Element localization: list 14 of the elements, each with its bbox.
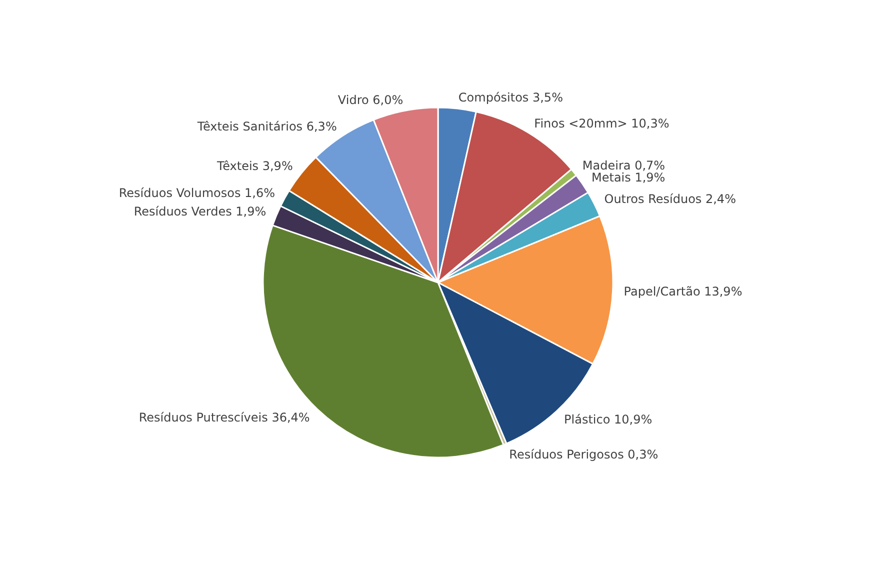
- slice-label: Resíduos Verdes 1,9%: [134, 204, 266, 218]
- slice-label: Têxteis Sanitários 6,3%: [196, 119, 337, 134]
- slice-label: Outros Resíduos 2,4%: [604, 192, 736, 206]
- slice-label: Têxteis 3,9%: [216, 159, 293, 174]
- slice-label: Papel/Cartão 13,9%: [624, 284, 742, 298]
- slice-label: Madeira 0,7%: [582, 158, 666, 172]
- slice-label: Resíduos Volumosos 1,6%: [118, 186, 276, 200]
- slice-label: Resíduos Perigosos 0,3%: [509, 447, 658, 462]
- slice-label: Resíduos Putrescíveis 36,4%: [138, 410, 310, 424]
- slice-label: Metais 1,9%: [592, 170, 666, 184]
- slice-label: Vidro 6,0%: [338, 92, 404, 107]
- slice-label: Plástico 10,9%: [564, 412, 652, 426]
- slice-label: Finos <20mm> 10,3%: [534, 116, 670, 130]
- slice-label: Compósitos 3,5%: [458, 90, 563, 105]
